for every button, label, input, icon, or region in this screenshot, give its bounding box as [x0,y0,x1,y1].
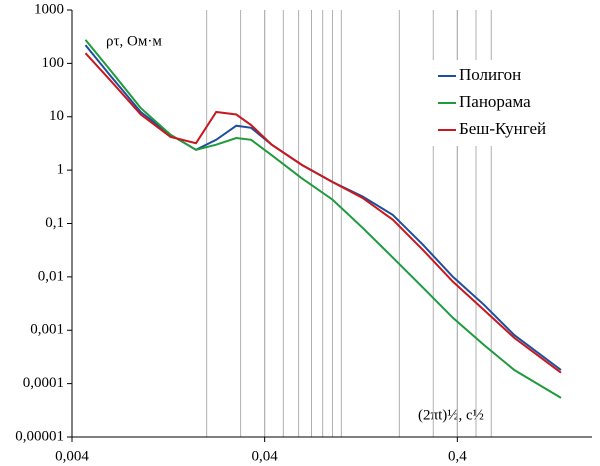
y-tick-label: 1000 [34,1,64,17]
x-axis-label: (2πt)½, c½ [418,407,484,423]
legend-label: Полигон [459,65,521,84]
y-tick-label: 1 [57,162,65,178]
y-tick-label: 10 [49,108,64,124]
y-tick-label: 0,1 [45,215,64,231]
y-axis-label: ρτ, Ом·м [106,33,162,49]
x-tick-label: 0,004 [55,448,89,464]
x-tick-label: 0,04 [252,448,279,464]
y-tick-label: 0,001 [30,322,64,338]
legend-box [432,60,582,146]
y-tick-label: 0,01 [38,268,64,284]
legend-label: Беш-Кунгей [459,119,546,138]
y-tick-label: 0,0001 [23,375,64,391]
series-line [84,52,562,374]
x-tick-label: 0,4 [448,448,467,464]
series-line [84,39,562,399]
y-tick-label: 100 [42,55,65,71]
legend-label: Панорама [459,92,531,111]
y-tick-label: 0,00001 [15,428,64,444]
